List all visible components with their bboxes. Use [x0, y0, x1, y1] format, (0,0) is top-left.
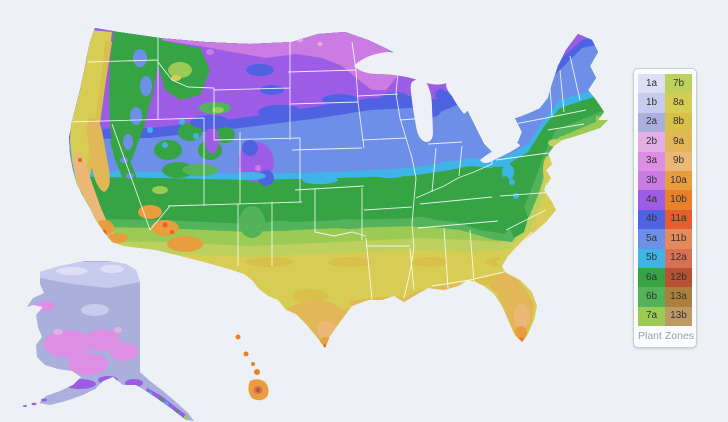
legend-zone-7b: 7b — [665, 74, 692, 94]
legend-zone-1b: 1b — [638, 93, 665, 113]
legend-zone-1a: 1a — [638, 74, 665, 94]
plant-zones-legend: 1a 7b 1b 8a 2a 8b 2b 9a 3a 9b 3b 10a 4a 10b 4b 11a 5a 11b… — [633, 68, 697, 348]
legend-zone-11b: 11b — [665, 229, 692, 249]
legend-zone-12b: 12b — [665, 267, 692, 288]
legend-zone-7a: 7a — [638, 306, 665, 327]
island-kauai — [235, 334, 241, 340]
legend-zone-13b: 13b — [665, 306, 692, 327]
legend-zone-3b: 3b — [638, 170, 665, 191]
lake-michigan — [410, 79, 433, 142]
lake-superior — [354, 52, 450, 85]
legend-title: Plant Zones — [638, 330, 695, 343]
legend-zone-4a: 4a — [638, 190, 665, 210]
legend-zone-10a: 10a — [665, 170, 692, 191]
legend-zone-4b: 4b — [638, 209, 665, 230]
lake-ontario — [508, 102, 541, 118]
map-alaska — [23, 261, 194, 421]
island-oahu — [243, 351, 249, 357]
map-hawaii — [235, 334, 269, 401]
lake-erie — [480, 142, 520, 163]
legend-zone-10b: 10b — [665, 190, 692, 210]
legend-zone-5b: 5b — [638, 248, 665, 268]
island-molokai — [251, 362, 255, 366]
legend-zone-9a: 9a — [665, 132, 692, 152]
great-lakes — [354, 52, 541, 163]
legend-zone-5a: 5a — [638, 229, 665, 249]
legend-zone-2b: 2b — [638, 132, 665, 152]
legend-zone-8b: 8b — [665, 112, 692, 133]
legend-zone-12a: 12a — [665, 248, 692, 268]
state-borders — [69, 36, 587, 301]
legend-grid: 1a 7b 1b 8a 2a 8b 2b 9a 3a 9b 3b 10a 4a 10b 4b 11a 5a 11b… — [638, 74, 692, 327]
legend-zone-3a: 3a — [638, 151, 665, 171]
lake-huron — [446, 76, 477, 114]
legend-zone-2a: 2a — [638, 112, 665, 133]
legend-zone-13a: 13a — [665, 287, 692, 307]
legend-zone-8a: 8a — [665, 93, 692, 113]
legend-zone-11a: 11a — [665, 209, 692, 230]
legend-zone-6b: 6b — [638, 287, 665, 307]
legend-zone-6a: 6a — [638, 267, 665, 288]
island-maui — [254, 369, 260, 375]
legend-zone-9b: 9b — [665, 151, 692, 171]
